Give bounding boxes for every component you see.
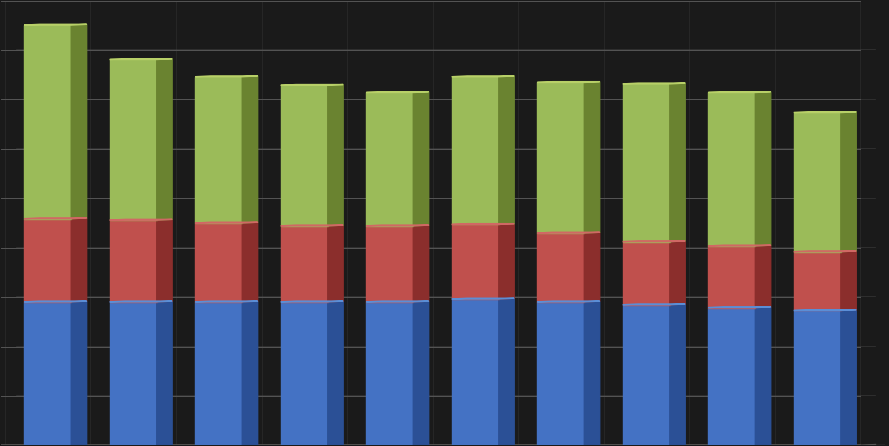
Polygon shape xyxy=(243,222,258,302)
Bar xyxy=(794,252,841,310)
Polygon shape xyxy=(709,245,771,246)
Polygon shape xyxy=(584,82,600,233)
Polygon shape xyxy=(328,301,343,445)
Bar xyxy=(281,85,328,226)
Bar xyxy=(794,112,841,252)
Bar xyxy=(452,224,499,299)
Bar xyxy=(537,302,584,445)
Polygon shape xyxy=(623,241,685,242)
Polygon shape xyxy=(24,301,86,302)
Bar xyxy=(794,310,841,445)
Polygon shape xyxy=(156,219,172,302)
Polygon shape xyxy=(366,225,428,226)
Bar xyxy=(24,219,71,302)
Bar xyxy=(24,302,71,445)
Polygon shape xyxy=(452,298,514,299)
Polygon shape xyxy=(499,298,514,445)
Bar xyxy=(24,25,71,219)
Polygon shape xyxy=(499,76,514,224)
Polygon shape xyxy=(24,24,86,25)
Polygon shape xyxy=(584,301,600,445)
Polygon shape xyxy=(452,76,514,77)
Polygon shape xyxy=(537,232,600,233)
Polygon shape xyxy=(24,218,86,219)
Polygon shape xyxy=(196,301,258,302)
Polygon shape xyxy=(71,301,86,445)
Polygon shape xyxy=(243,76,258,223)
Polygon shape xyxy=(623,83,685,84)
Polygon shape xyxy=(328,225,343,302)
Polygon shape xyxy=(281,225,343,226)
Polygon shape xyxy=(71,218,86,302)
Polygon shape xyxy=(756,245,771,308)
Bar xyxy=(366,302,413,445)
Polygon shape xyxy=(196,76,258,77)
Polygon shape xyxy=(413,225,428,302)
Polygon shape xyxy=(794,251,856,252)
Polygon shape xyxy=(156,301,172,445)
Bar xyxy=(709,308,756,445)
Polygon shape xyxy=(499,223,514,299)
Polygon shape xyxy=(841,251,856,310)
Bar xyxy=(709,92,756,246)
Polygon shape xyxy=(413,92,428,226)
Bar xyxy=(709,246,756,308)
Bar xyxy=(196,223,243,302)
Bar xyxy=(623,305,669,445)
Bar xyxy=(537,83,584,233)
Bar xyxy=(109,220,156,302)
Polygon shape xyxy=(623,304,685,305)
Polygon shape xyxy=(413,301,428,445)
Polygon shape xyxy=(537,301,600,302)
Polygon shape xyxy=(756,307,771,445)
Polygon shape xyxy=(243,301,258,445)
Polygon shape xyxy=(841,112,856,252)
Polygon shape xyxy=(156,59,172,220)
Bar xyxy=(281,226,328,302)
Bar xyxy=(623,84,669,242)
Polygon shape xyxy=(756,92,771,246)
Polygon shape xyxy=(669,304,685,445)
Polygon shape xyxy=(281,301,343,302)
Bar xyxy=(196,77,243,223)
Bar xyxy=(452,299,499,445)
Bar xyxy=(537,233,584,302)
Polygon shape xyxy=(669,241,685,305)
Bar xyxy=(452,77,499,224)
Polygon shape xyxy=(841,310,856,445)
Polygon shape xyxy=(366,301,428,302)
Bar xyxy=(196,302,243,445)
Polygon shape xyxy=(584,232,600,302)
Polygon shape xyxy=(328,85,343,226)
Polygon shape xyxy=(109,301,172,302)
Polygon shape xyxy=(709,307,771,308)
Bar xyxy=(109,302,156,445)
Polygon shape xyxy=(71,24,86,219)
Polygon shape xyxy=(196,222,258,223)
Bar xyxy=(109,59,156,220)
Bar xyxy=(281,302,328,445)
Bar xyxy=(623,242,669,305)
Bar xyxy=(366,226,413,302)
Polygon shape xyxy=(452,223,514,224)
Bar xyxy=(366,92,413,226)
Polygon shape xyxy=(669,83,685,242)
Polygon shape xyxy=(109,219,172,220)
Polygon shape xyxy=(537,82,600,83)
